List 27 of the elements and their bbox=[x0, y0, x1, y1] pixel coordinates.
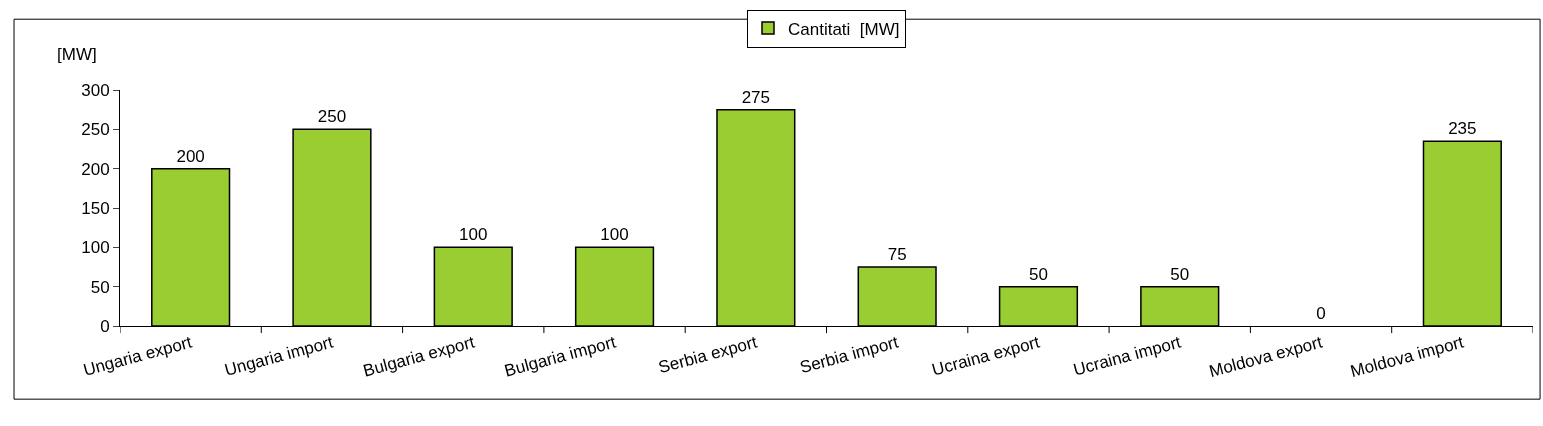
y-tick-label: 250 bbox=[81, 120, 110, 140]
x-tick-label: Moldova import bbox=[1348, 332, 1466, 382]
data-label: 100 bbox=[459, 225, 488, 245]
y-axis-title: [MW] bbox=[57, 45, 97, 64]
x-tick-label: Ucraina export bbox=[929, 332, 1042, 380]
y-tick-label: 100 bbox=[81, 238, 110, 258]
x-tick-label: Bulgaria import bbox=[502, 332, 619, 381]
y-tick-label: 300 bbox=[81, 80, 110, 100]
x-tick-label: Ungaria import bbox=[222, 332, 336, 380]
data-label: 200 bbox=[176, 146, 205, 166]
data-label: 50 bbox=[1028, 264, 1048, 284]
data-label: 250 bbox=[317, 107, 347, 127]
x-tick-label: Ucraina import bbox=[1071, 332, 1184, 380]
x-tick-label: Serbia export bbox=[656, 332, 760, 378]
y-tick-label: 50 bbox=[90, 277, 110, 297]
data-label: 235 bbox=[1448, 119, 1477, 139]
legend-label: Cantitati [MW] bbox=[788, 19, 900, 39]
x-tick-label: Serbia import bbox=[797, 332, 901, 378]
data-label: 50 bbox=[1170, 264, 1190, 284]
x-tick-label: Moldova export bbox=[1207, 332, 1325, 382]
y-tick-label: 200 bbox=[81, 159, 110, 179]
x-tick-label: Bulgaria export bbox=[361, 332, 477, 381]
data-label: 275 bbox=[741, 87, 771, 107]
data-label: 75 bbox=[887, 245, 907, 264]
y-tick-label: 150 bbox=[81, 198, 110, 218]
data-label: 0 bbox=[1316, 304, 1326, 323]
data-label: 100 bbox=[600, 225, 629, 245]
